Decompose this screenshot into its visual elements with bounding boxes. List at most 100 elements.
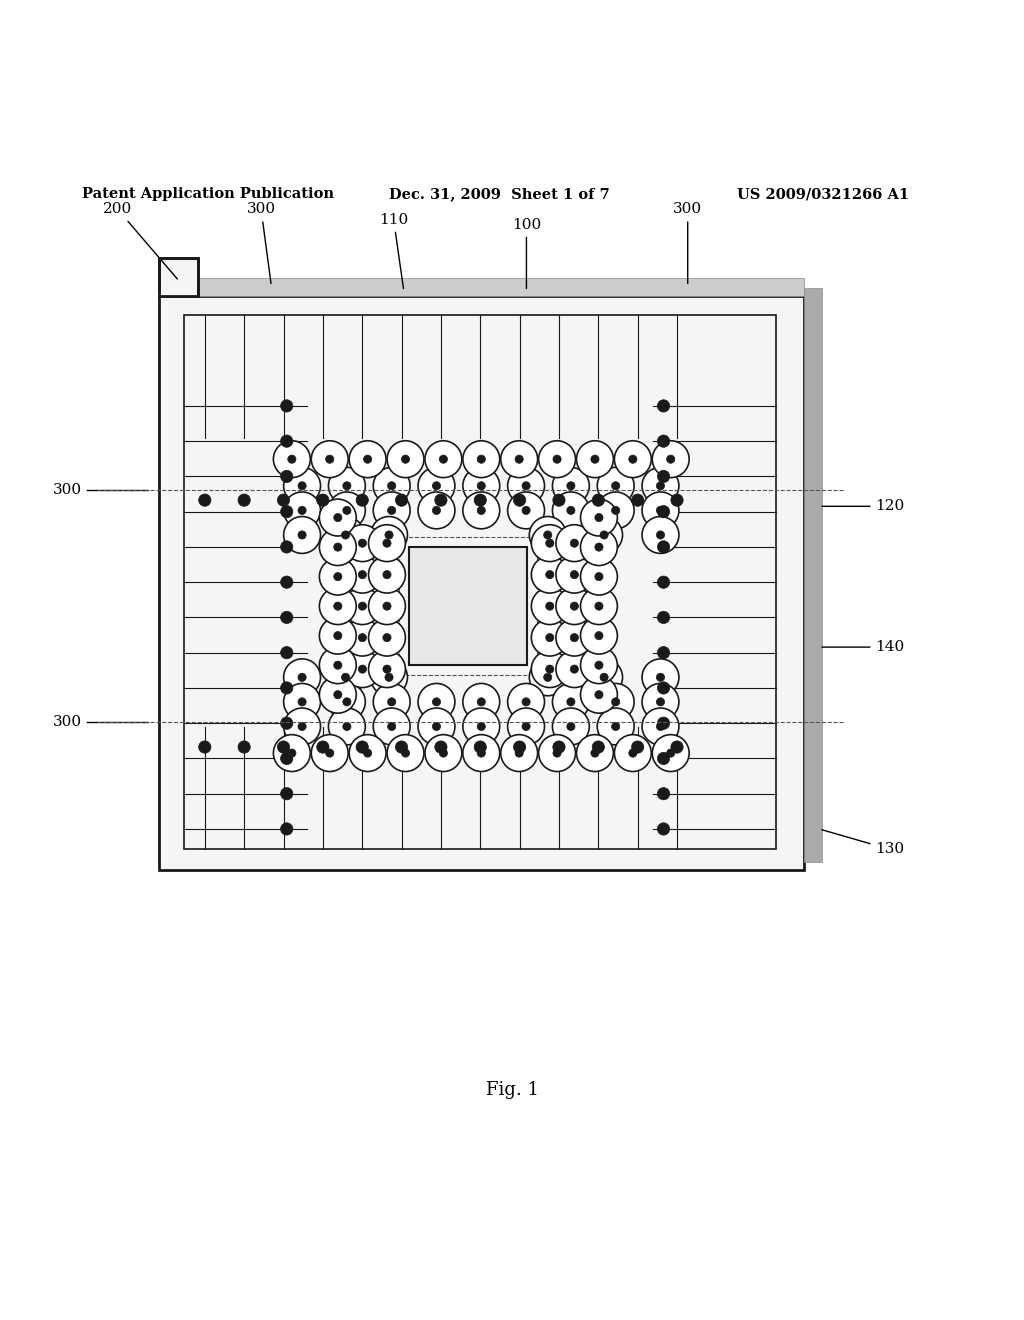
Circle shape: [553, 748, 561, 758]
Circle shape: [592, 494, 604, 507]
Circle shape: [553, 741, 565, 754]
Circle shape: [477, 748, 485, 758]
Circle shape: [539, 735, 575, 771]
Circle shape: [343, 722, 351, 730]
Bar: [184, 315, 776, 850]
Circle shape: [539, 441, 575, 478]
Circle shape: [611, 507, 620, 515]
Circle shape: [334, 573, 342, 581]
Circle shape: [432, 507, 440, 515]
Circle shape: [611, 698, 620, 706]
Circle shape: [595, 690, 603, 698]
Circle shape: [570, 602, 579, 610]
Circle shape: [284, 659, 321, 696]
Circle shape: [383, 602, 391, 610]
Circle shape: [595, 661, 603, 669]
Circle shape: [581, 558, 617, 595]
Circle shape: [369, 525, 406, 561]
Circle shape: [529, 516, 566, 553]
Circle shape: [199, 494, 211, 507]
Circle shape: [383, 570, 391, 578]
Circle shape: [358, 665, 367, 673]
Circle shape: [435, 741, 447, 754]
Circle shape: [556, 587, 593, 624]
Circle shape: [358, 570, 367, 578]
Circle shape: [657, 470, 670, 483]
Circle shape: [329, 708, 366, 744]
Circle shape: [656, 507, 665, 515]
Circle shape: [463, 735, 500, 771]
Circle shape: [614, 441, 651, 478]
Circle shape: [544, 531, 552, 539]
Circle shape: [273, 735, 310, 771]
Text: 300: 300: [53, 715, 82, 730]
Circle shape: [334, 513, 342, 521]
Circle shape: [319, 676, 356, 713]
Circle shape: [281, 682, 293, 694]
Bar: [399, 537, 538, 676]
Circle shape: [595, 602, 603, 610]
Circle shape: [334, 543, 342, 552]
Circle shape: [581, 499, 617, 536]
Circle shape: [418, 708, 455, 744]
Circle shape: [281, 506, 293, 517]
Circle shape: [546, 602, 554, 610]
Circle shape: [570, 634, 579, 642]
Circle shape: [281, 576, 293, 589]
Text: 110: 110: [379, 213, 409, 289]
Circle shape: [671, 494, 683, 507]
Circle shape: [586, 516, 623, 553]
Circle shape: [439, 455, 447, 463]
Circle shape: [349, 735, 386, 771]
Circle shape: [570, 539, 579, 548]
Circle shape: [298, 482, 306, 490]
Circle shape: [344, 587, 381, 624]
Circle shape: [657, 752, 670, 764]
Circle shape: [642, 708, 679, 744]
Bar: [159, 257, 198, 297]
Circle shape: [508, 467, 545, 504]
Circle shape: [311, 441, 348, 478]
Circle shape: [515, 455, 523, 463]
Circle shape: [432, 482, 440, 490]
Circle shape: [349, 441, 386, 478]
Circle shape: [657, 682, 670, 694]
Circle shape: [369, 651, 406, 688]
Text: US 2009/0321266 A1: US 2009/0321266 A1: [737, 187, 909, 201]
Circle shape: [358, 602, 367, 610]
Text: 130: 130: [822, 830, 904, 857]
Circle shape: [556, 651, 593, 688]
Circle shape: [432, 698, 440, 706]
Circle shape: [281, 717, 293, 730]
Circle shape: [657, 436, 670, 447]
Circle shape: [586, 659, 623, 696]
Circle shape: [401, 748, 410, 758]
Circle shape: [319, 558, 356, 595]
Circle shape: [546, 634, 554, 642]
Circle shape: [657, 541, 670, 553]
Circle shape: [657, 788, 670, 800]
Circle shape: [374, 467, 411, 504]
Circle shape: [343, 482, 351, 490]
Circle shape: [600, 673, 608, 681]
Circle shape: [595, 631, 603, 640]
Circle shape: [401, 455, 410, 463]
Circle shape: [284, 492, 321, 529]
Circle shape: [544, 673, 552, 681]
Circle shape: [667, 748, 675, 758]
Circle shape: [546, 539, 554, 548]
Circle shape: [629, 748, 637, 758]
Circle shape: [531, 587, 568, 624]
Circle shape: [385, 673, 393, 681]
Circle shape: [327, 516, 364, 553]
Circle shape: [334, 631, 342, 640]
Circle shape: [319, 647, 356, 684]
Circle shape: [364, 455, 372, 463]
Circle shape: [199, 741, 211, 754]
Circle shape: [281, 647, 293, 659]
Circle shape: [385, 531, 393, 539]
Circle shape: [657, 822, 670, 836]
Circle shape: [657, 400, 670, 412]
Text: Dec. 31, 2009  Sheet 1 of 7: Dec. 31, 2009 Sheet 1 of 7: [389, 187, 610, 201]
Circle shape: [298, 673, 306, 681]
